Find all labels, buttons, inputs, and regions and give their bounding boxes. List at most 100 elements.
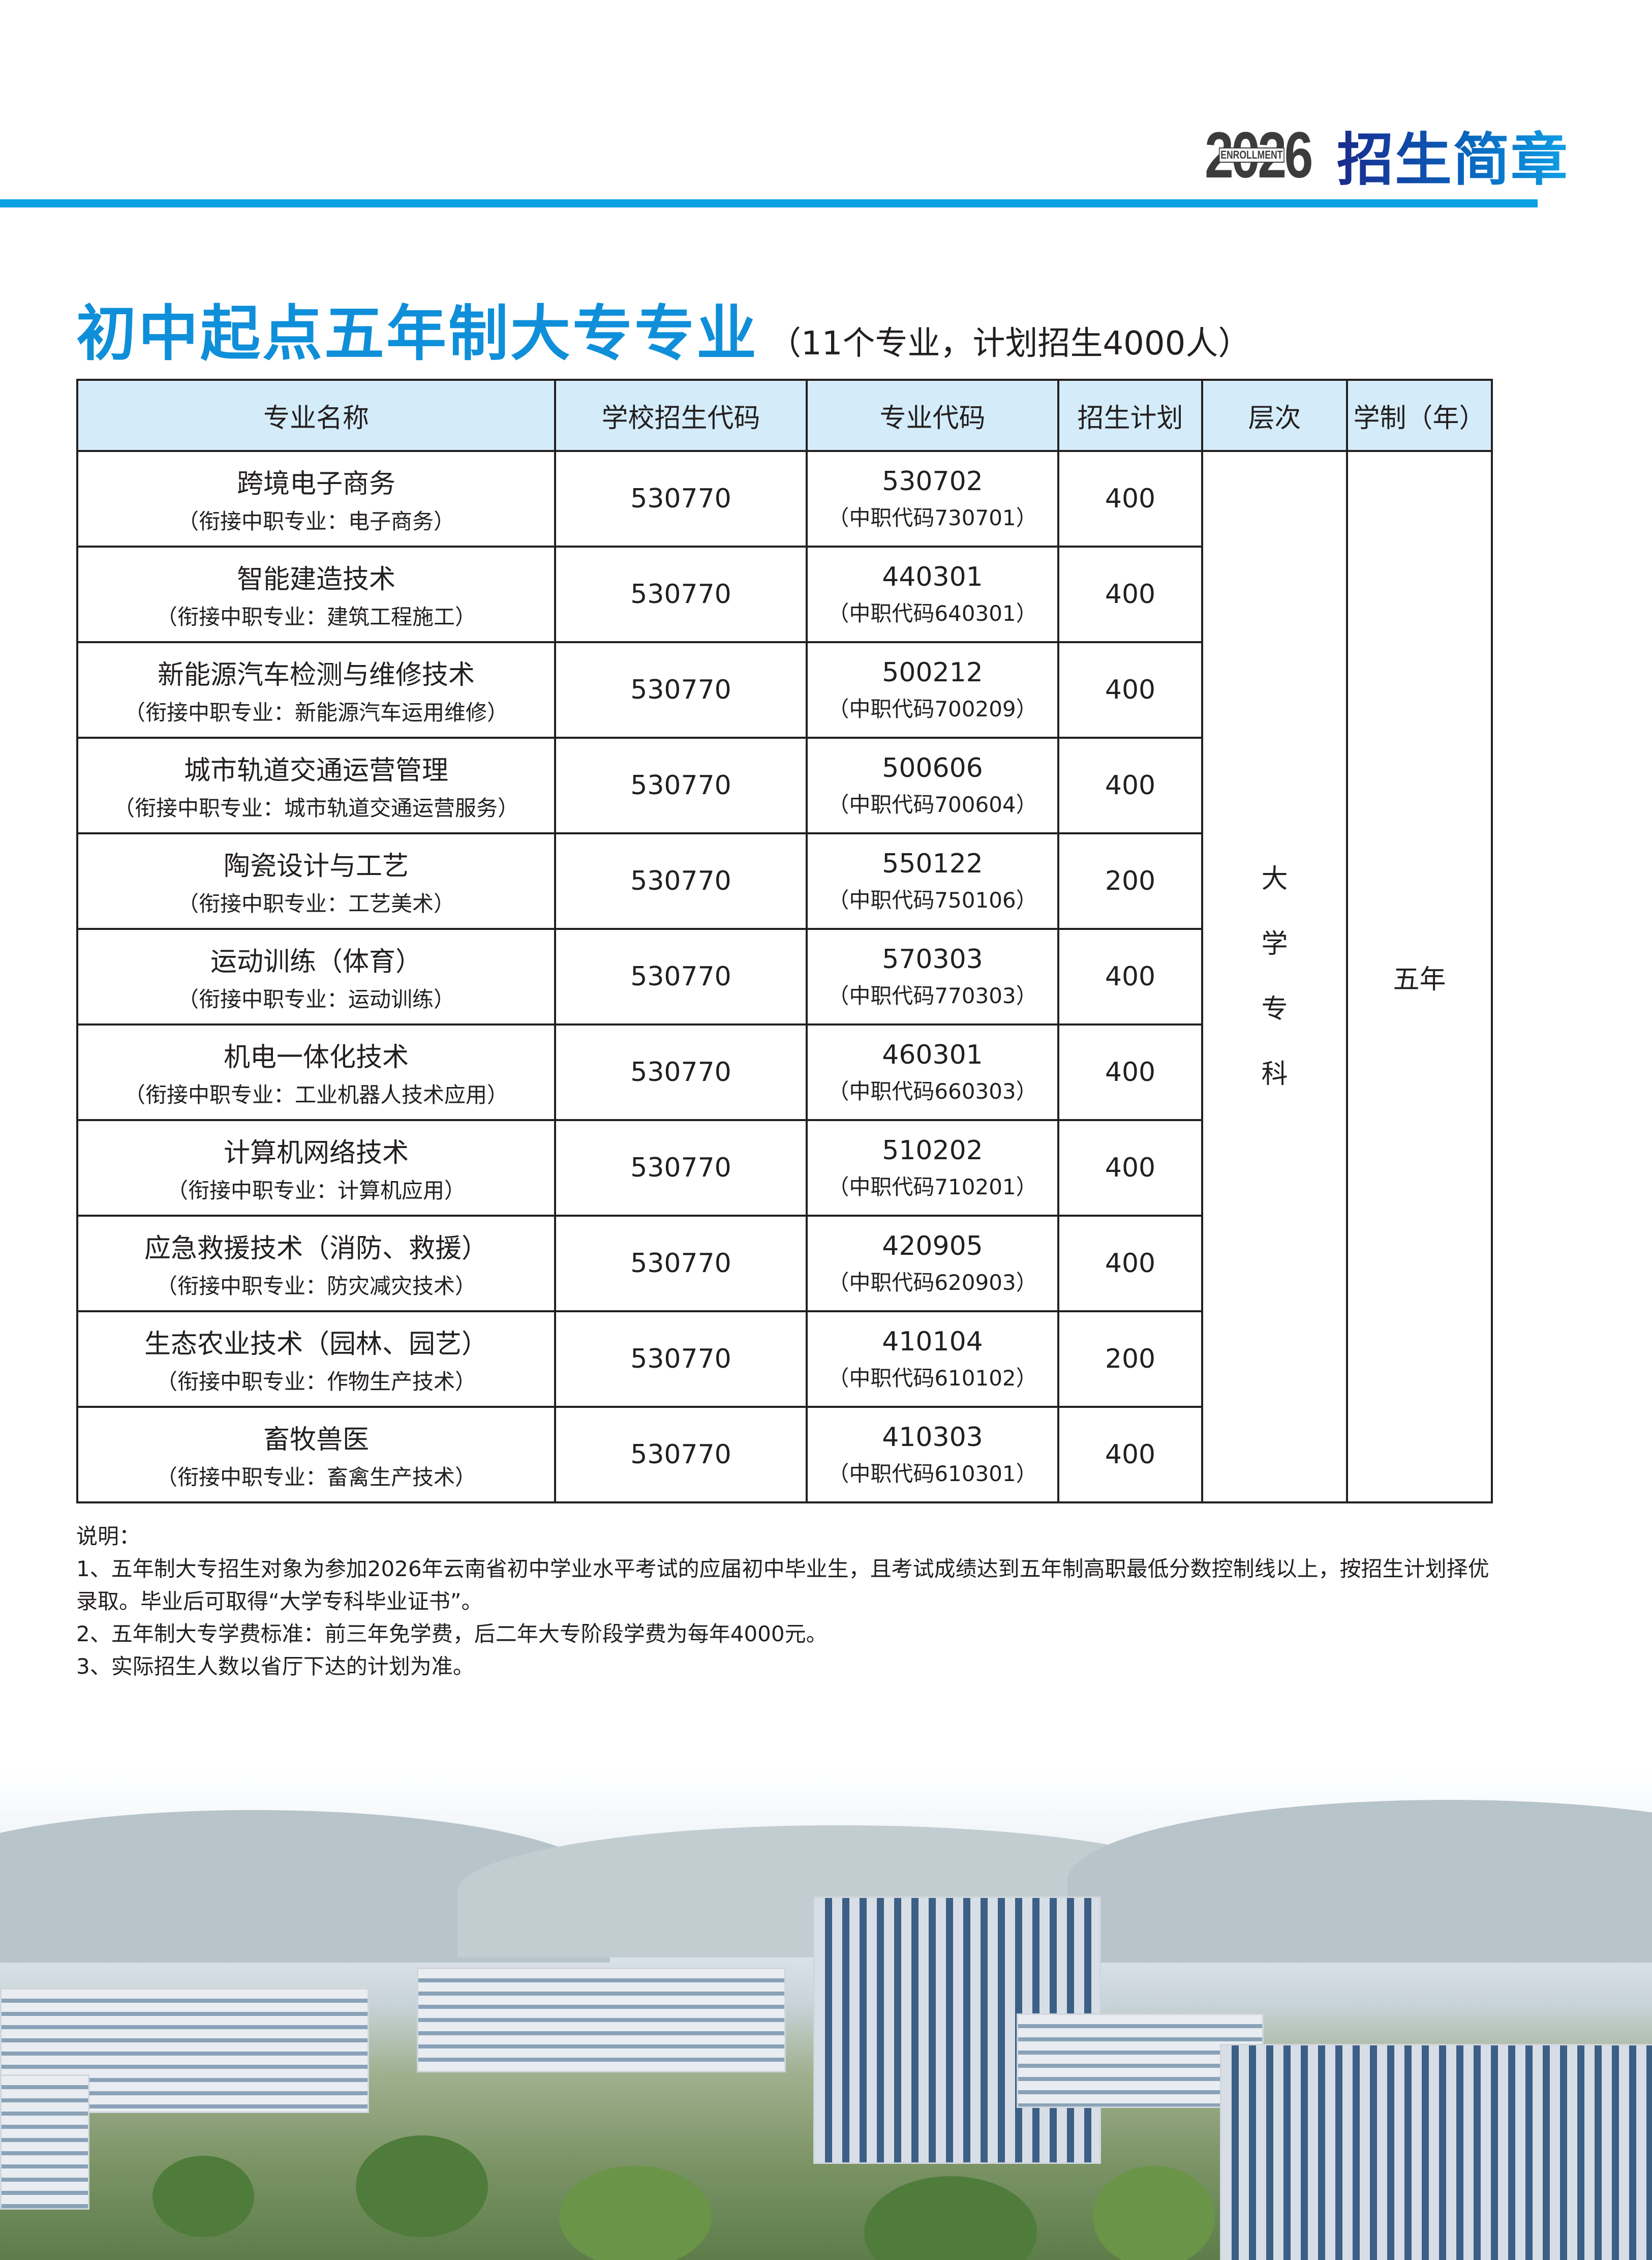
table-row: 应急救援技术（消防、救援） （衔接中职专业：防灾减灾技术） 530770 4209… bbox=[76, 1215, 1492, 1312]
plan-cell: 400 bbox=[1057, 1406, 1203, 1503]
major-name: 陶瓷设计与工艺 bbox=[223, 851, 409, 882]
table-row: 计算机网络技术 （衔接中职专业：计算机应用） 530770 510202 （中职代码… bbox=[76, 1119, 1492, 1217]
brochure-logo: 2026 ENROLLMENT 招生简章 bbox=[1205, 119, 1569, 194]
column-header: 层次 bbox=[1201, 379, 1348, 452]
table-row: 畜牧兽医 （衔接中职专业：畜禽生产技术） 530770 410303 （中职代码61… bbox=[76, 1406, 1492, 1503]
linked-secondary-major: （衔接中职专业：工艺美术） bbox=[177, 891, 455, 916]
major-name-cell: 畜牧兽医 （衔接中职专业：畜禽生产技术） bbox=[76, 1406, 556, 1503]
secondary-code: （中职代码610301） bbox=[828, 1461, 1037, 1486]
major-code-cell: 410303 （中职代码610301） bbox=[806, 1406, 1059, 1503]
secondary-code: （中职代码610102） bbox=[828, 1365, 1037, 1391]
plan-cell: 200 bbox=[1057, 1310, 1203, 1408]
major-code: 500212 bbox=[882, 657, 983, 688]
major-code-cell: 460301 （中职代码660303） bbox=[806, 1023, 1059, 1121]
notes-heading: 说明： bbox=[76, 1524, 141, 1549]
plan-cell: 400 bbox=[1057, 928, 1203, 1026]
school-code-cell: 530770 bbox=[554, 1119, 808, 1217]
table-row: 机电一体化技术 （衔接中职专业：工业机器人技术应用） 530770 460301 （… bbox=[76, 1023, 1492, 1121]
linked-secondary-major: （衔接中职专业：工业机器人技术应用） bbox=[124, 1082, 508, 1107]
table-row: 陶瓷设计与工艺 （衔接中职专业：工艺美术） 530770 550122 （中职代码7… bbox=[76, 832, 1492, 930]
table-header-row: 专业名称 学校招生代码 专业代码 招生计划 层次 学制（年） bbox=[76, 379, 1493, 452]
plan-cell: 400 bbox=[1057, 546, 1203, 643]
major-code-cell: 550122 （中职代码750106） bbox=[806, 832, 1059, 930]
linked-secondary-major: （衔接中职专业：畜禽生产技术） bbox=[156, 1465, 476, 1490]
logo-enrollment-label: ENROLLMENT bbox=[1219, 147, 1284, 163]
linked-secondary-major: （衔接中职专业：计算机应用） bbox=[166, 1178, 466, 1203]
major-code-cell: 410104 （中职代码610102） bbox=[806, 1310, 1059, 1408]
level-char: 学 bbox=[1261, 929, 1288, 959]
school-code-cell: 530770 bbox=[554, 1406, 808, 1503]
secondary-code: （中职代码770303） bbox=[828, 983, 1037, 1008]
plan-cell: 400 bbox=[1057, 1023, 1203, 1121]
secondary-code: （中职代码640301） bbox=[828, 600, 1037, 626]
secondary-code: （中职代码710201） bbox=[828, 1174, 1037, 1199]
major-code: 440301 bbox=[882, 561, 983, 592]
school-code-cell: 530770 bbox=[554, 641, 808, 739]
level-cell: 大学专科 bbox=[1201, 450, 1348, 1503]
school-code-cell: 530770 bbox=[554, 928, 808, 1026]
major-code: 570303 bbox=[882, 944, 983, 975]
major-code: 420905 bbox=[882, 1230, 983, 1261]
plan-cell: 400 bbox=[1057, 450, 1203, 548]
linked-secondary-major: （衔接中职专业：防灾减灾技术） bbox=[156, 1274, 476, 1299]
plan-cell: 400 bbox=[1057, 1215, 1203, 1312]
school-code-cell: 530770 bbox=[554, 1023, 808, 1121]
major-name-cell: 运动训练（体育） （衔接中职专业：运动训练） bbox=[76, 928, 556, 1026]
logo-title: 招生简章 bbox=[1337, 114, 1569, 196]
column-header: 招生计划 bbox=[1057, 379, 1203, 452]
column-header: 专业代码 bbox=[806, 379, 1059, 452]
major-name-cell: 跨境电子商务 （衔接中职专业：电子商务） bbox=[76, 450, 556, 548]
level-char: 大 bbox=[1261, 864, 1288, 894]
notes: 说明： 1、五年制大专招生对象为参加2026年云南省初中学业水平考试的应届初中毕… bbox=[76, 1520, 1500, 1683]
note-item: 2、五年制大专学费标准：前三年免学费，后二年大专阶段学费为每年4000元。 bbox=[76, 1621, 828, 1646]
table-row: 跨境电子商务 （衔接中职专业：电子商务） 530770 530702 （中职代码73… bbox=[76, 450, 1493, 1503]
majors-table: 专业名称 学校招生代码 专业代码 招生计划 层次 学制（年） 跨境电子商务 （衔接中职专业：… bbox=[76, 379, 1493, 1503]
major-code-cell: 570303 （中职代码770303） bbox=[806, 928, 1059, 1026]
page-title: 初中起点五年制大专专业 bbox=[76, 298, 759, 369]
table-row: 城市轨道交通运营管理 （衔接中职专业：城市轨道交通运营服务） 530770 500… bbox=[76, 737, 1492, 834]
secondary-code: （中职代码700209） bbox=[828, 696, 1037, 721]
campus-aerial-photo bbox=[0, 1769, 1652, 2260]
linked-secondary-major: （衔接中职专业：作物生产技术） bbox=[156, 1369, 476, 1394]
major-code: 500606 bbox=[882, 752, 983, 784]
plan-cell: 400 bbox=[1057, 641, 1203, 739]
school-code-cell: 530770 bbox=[554, 1310, 808, 1408]
major-name-cell: 生态农业技术（园林、园艺） （衔接中职专业：作物生产技术） bbox=[76, 1310, 556, 1408]
major-code-cell: 510202 （中职代码710201） bbox=[806, 1119, 1059, 1217]
column-header: 学制（年） bbox=[1346, 379, 1493, 452]
major-name: 智能建造技术 bbox=[236, 564, 395, 595]
table-row: 智能建造技术 （衔接中职专业：建筑工程施工） 530770 440301 （中职代码… bbox=[76, 546, 1492, 643]
major-name-cell: 陶瓷设计与工艺 （衔接中职专业：工艺美术） bbox=[76, 832, 556, 930]
major-name: 应急救援技术（消防、救援） bbox=[144, 1233, 488, 1264]
plan-cell: 400 bbox=[1057, 1119, 1203, 1217]
column-header: 专业名称 bbox=[76, 379, 556, 452]
major-name: 机电一体化技术 bbox=[223, 1042, 409, 1073]
secondary-code: （中职代码700604） bbox=[828, 792, 1037, 817]
duration-cell: 五年 bbox=[1346, 450, 1493, 1503]
table-row: 运动训练（体育） （衔接中职专业：运动训练） 530770 570303 （中职代码… bbox=[76, 928, 1492, 1026]
school-code-cell: 530770 bbox=[554, 1215, 808, 1312]
linked-secondary-major: （衔接中职专业：运动训练） bbox=[177, 987, 455, 1012]
header-divider bbox=[0, 199, 1538, 207]
major-code: 550122 bbox=[882, 848, 983, 879]
school-code-cell: 530770 bbox=[554, 546, 808, 643]
school-code-cell: 530770 bbox=[554, 450, 808, 548]
major-code-cell: 420905 （中职代码620903） bbox=[806, 1215, 1059, 1312]
major-name: 生态农业技术（园林、园艺） bbox=[144, 1329, 488, 1360]
note-item: 3、实际招生人数以省厅下达的计划为准。 bbox=[76, 1654, 474, 1679]
linked-secondary-major: （衔接中职专业：城市轨道交通运营服务） bbox=[113, 796, 519, 821]
major-name-cell: 计算机网络技术 （衔接中职专业：计算机应用） bbox=[76, 1119, 556, 1217]
section-title: 初中起点五年制大专专业 （11个专业，计划招生4000人） bbox=[76, 285, 1250, 372]
logo-year: 2026 ENROLLMENT bbox=[1205, 118, 1313, 192]
linked-secondary-major: （衔接中职专业：建筑工程施工） bbox=[156, 605, 476, 629]
linked-secondary-major: （衔接中职专业：新能源汽车运用维修） bbox=[124, 700, 508, 725]
major-code: 460301 bbox=[882, 1039, 983, 1070]
major-code-cell: 500606 （中职代码700604） bbox=[806, 737, 1059, 834]
secondary-code: （中职代码660303） bbox=[828, 1078, 1037, 1104]
major-name: 城市轨道交通运营管理 bbox=[183, 756, 448, 786]
major-code: 410303 bbox=[882, 1422, 983, 1453]
major-name: 运动训练（体育） bbox=[210, 947, 422, 977]
major-name-cell: 城市轨道交通运营管理 （衔接中职专业：城市轨道交通运营服务） bbox=[76, 737, 556, 834]
major-code: 530702 bbox=[882, 466, 983, 497]
major-name: 新能源汽车检测与维修技术 bbox=[157, 660, 475, 690]
